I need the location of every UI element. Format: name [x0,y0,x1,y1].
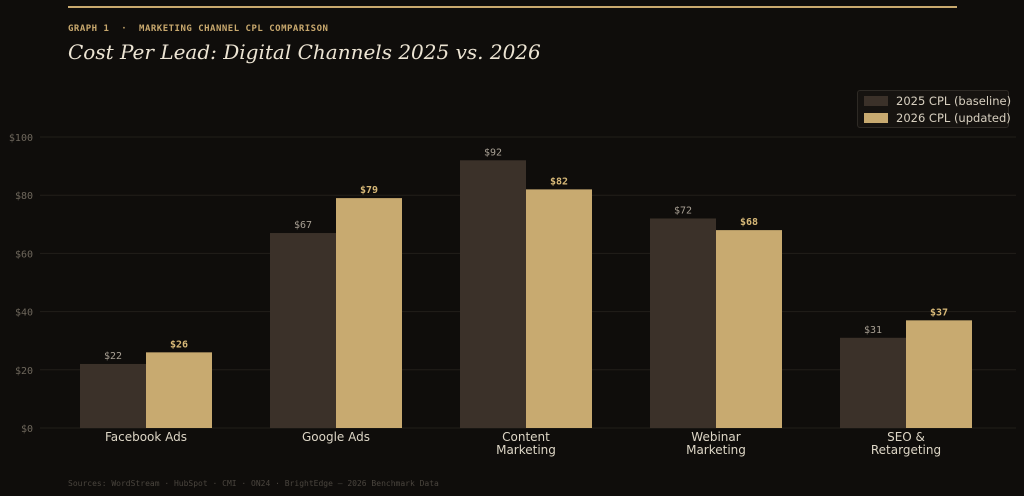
bar-2025-0 [80,363,146,428]
legend-label-2025: 2025 CPL (baseline) [896,94,1012,108]
bar-2026-3 [716,230,782,428]
bar-2025-1 [270,233,336,428]
chart-title: Cost Per Lead: Digital Channels 2025 vs.… [68,40,541,64]
y-tick-label: $100 [9,133,33,144]
y-tick-label: $20 [15,366,33,377]
chart-legend: 2025 CPL (baseline) 2026 CPL (updated) [857,90,1011,128]
x-category-label: Marketing [686,443,746,457]
value-label-2025: $72 [674,205,692,216]
x-category-label: Marketing [496,443,556,457]
x-category-label: SEO & [887,430,925,444]
value-label-2026: $82 [550,176,568,187]
legend-label-2026: 2026 CPL (updated) [896,111,1011,125]
bar-2026-0 [146,352,212,428]
value-label-2026: $26 [170,339,188,350]
x-category-label: Content [502,430,550,444]
value-label-2025: $92 [484,147,502,158]
legend-item-2026: 2026 CPL (updated) [864,110,1011,126]
x-category-label: Webinar [691,430,740,444]
value-label-2026: $79 [360,185,378,196]
y-tick-label: $80 [15,191,33,202]
y-tick-label: $0 [21,424,33,435]
value-label-2025: $67 [294,220,312,231]
y-tick-label: $60 [15,249,33,260]
chart-eyebrow: GRAPH 1 · MARKETING CHANNEL CPL COMPARIS… [68,24,329,34]
bar-2026-1 [336,198,402,428]
y-tick-label: $40 [15,308,33,319]
value-label-2026: $68 [740,217,758,228]
x-category-label: Google Ads [302,430,370,444]
value-label-2026: $37 [930,307,948,318]
bar-2026-2 [526,189,592,428]
value-label-2025: $22 [104,351,122,362]
sources-footnote: Sources: WordStream · HubSpot · CMI · ON… [68,479,439,488]
x-category-label: Retargeting [871,443,941,457]
legend-item-2025: 2025 CPL (baseline) [864,93,1011,109]
bar-2025-4 [840,337,906,428]
x-category-label: Facebook Ads [105,430,187,444]
bar-2026-4 [906,320,972,428]
bar-2025-2 [460,160,526,428]
top-rule [68,6,957,8]
bar-2025-3 [650,218,716,428]
value-label-2025: $31 [864,325,882,336]
legend-swatch-2025 [864,96,888,106]
legend-swatch-2026 [864,113,888,123]
